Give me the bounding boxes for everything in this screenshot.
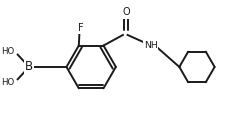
Text: NH: NH (143, 41, 157, 50)
Text: F: F (77, 23, 83, 33)
Text: O: O (122, 7, 129, 17)
Text: B: B (25, 60, 33, 73)
Text: HO: HO (1, 47, 14, 56)
Text: HO: HO (1, 78, 14, 87)
